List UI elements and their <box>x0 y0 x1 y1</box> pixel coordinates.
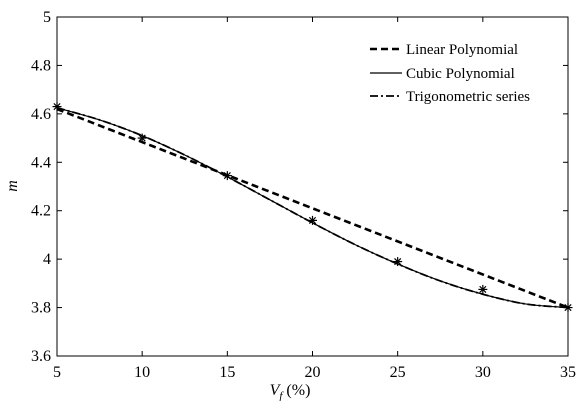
x-tick-label: 30 <box>475 364 491 381</box>
legend-label-linear: Linear Polynomial <box>406 42 518 58</box>
data-point-marker <box>52 102 62 112</box>
data-point-marker <box>137 133 147 143</box>
legend-label-cubic: Cubic Polynomial <box>406 66 515 82</box>
legend: Linear Polynomial Cubic Polynomial Trigo… <box>370 42 530 105</box>
x-tick-label: 10 <box>134 364 150 381</box>
x-axis-label-sub: f <box>279 390 284 401</box>
y-tick-label: 3.8 <box>31 300 51 317</box>
x-axis-label: Vf (%) <box>270 382 311 401</box>
y-axis-label: m <box>4 180 21 192</box>
y-tick-label: 4.4 <box>31 154 51 171</box>
data-point-marker <box>563 303 573 313</box>
series-line-trig <box>56 106 569 309</box>
data-point-marker <box>478 284 488 294</box>
data-point-marker <box>393 257 403 267</box>
y-tick-label: 4.6 <box>31 106 51 123</box>
y-tick-label: 5 <box>43 9 51 26</box>
x-tick-label: 20 <box>305 364 321 381</box>
y-tick-label: 4.2 <box>31 203 51 220</box>
x-tick-label: 5 <box>53 364 61 381</box>
x-tick-label: 15 <box>219 364 235 381</box>
legend-label-trig: Trigonometric series <box>406 89 530 105</box>
series-line-linear <box>56 107 569 309</box>
y-tick-label: 4 <box>43 251 51 268</box>
plot-area: 5 10 15 20 25 30 35 3.6 3.8 4 4.2 4.4 4.6 4.8 5 <box>31 9 576 381</box>
y-tick-label: 3.6 <box>31 348 51 365</box>
y-tick-label: 4.8 <box>31 57 51 74</box>
x-axis-label-unit: (%) <box>282 382 310 399</box>
data-point-marker <box>222 171 232 181</box>
x-tick-label: 35 <box>560 364 576 381</box>
x-axis-label-main: V <box>270 382 282 399</box>
data-point-marker <box>308 215 317 225</box>
x-tick-label: 25 <box>390 364 406 381</box>
